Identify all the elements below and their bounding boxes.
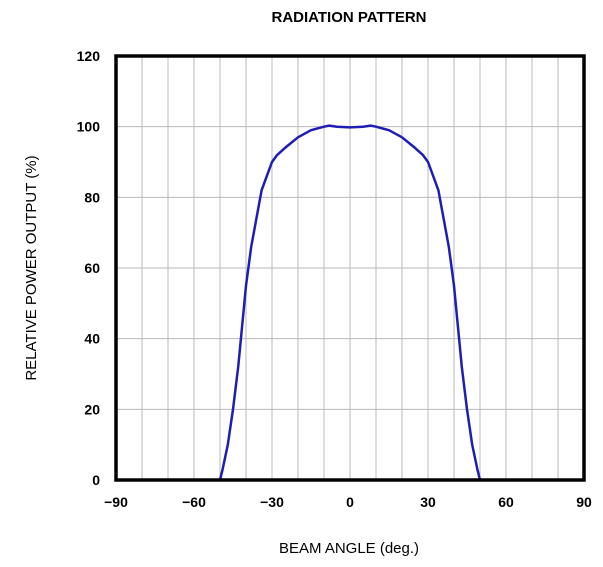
y-tick-label: 20 xyxy=(84,401,100,417)
y-tick-label: 120 xyxy=(77,48,101,64)
grid-lines xyxy=(116,56,584,480)
y-tick-label: 40 xyxy=(84,331,100,347)
y-axis-label: RELATIVE POWER OUTPUT (%) xyxy=(23,155,40,380)
plot-frame xyxy=(114,54,586,482)
y-tick-label: 100 xyxy=(77,119,101,135)
y-tick-labels: 0 20 40 60 80 100 120 xyxy=(77,48,101,488)
x-tick-label: 60 xyxy=(498,494,514,510)
x-tick-label: −30 xyxy=(260,494,284,510)
y-tick-label: 0 xyxy=(92,472,100,488)
series-line xyxy=(116,124,584,482)
x-tick-label: −90 xyxy=(104,494,128,510)
y-tick-label: 80 xyxy=(84,189,100,205)
x-tick-label: 0 xyxy=(346,494,354,510)
x-tick-label: 90 xyxy=(576,494,592,510)
x-tick-label: 30 xyxy=(420,494,436,510)
y-tick-label: 60 xyxy=(84,260,100,276)
x-tick-labels: −90 −60 −30 0 30 60 90 xyxy=(104,494,592,510)
x-axis-label: BEAM ANGLE (deg.) xyxy=(279,540,419,557)
x-tick-label: −60 xyxy=(182,494,206,510)
radiation-curve xyxy=(116,124,584,482)
chart-title: RADIATION PATTERN xyxy=(272,9,427,26)
